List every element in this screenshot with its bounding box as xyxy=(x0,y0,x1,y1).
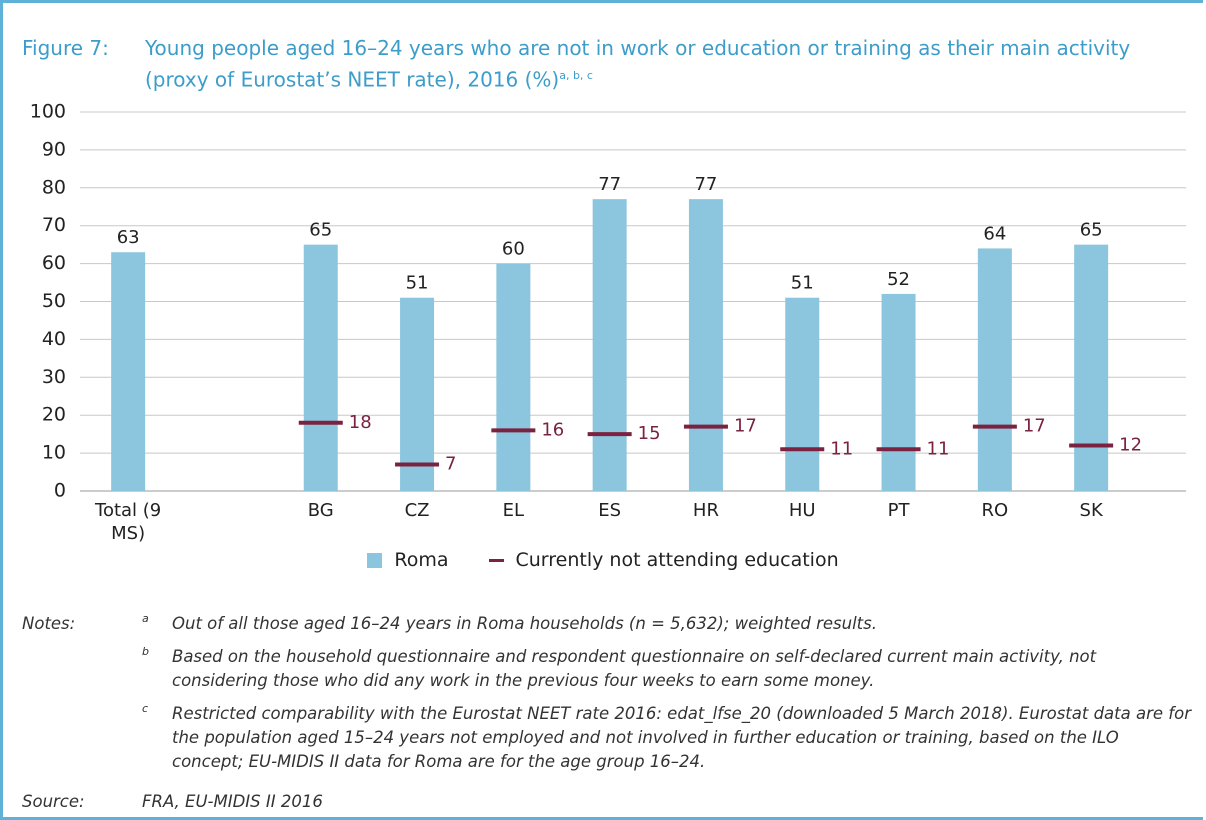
data-label: 17 xyxy=(1023,416,1046,437)
y-tick-label: 20 xyxy=(42,404,66,426)
chart: 0 10 20 30 40 50 60 70 80 90 100 63 65 18 51 7 60 16 77 15 7… xyxy=(30,101,1186,502)
data-label: 64 xyxy=(983,223,1006,244)
note-row: c Restricted comparability with the Euros… xyxy=(22,702,1192,774)
notes-label: Notes: xyxy=(22,614,76,633)
bar xyxy=(688,199,723,492)
note-row: Notes: a Out of all those aged 16–24 years… xyxy=(22,612,1192,636)
data-label: 11 xyxy=(830,438,853,459)
source-label: Source: xyxy=(22,792,85,811)
legend: Roma Currently not attending education xyxy=(0,549,1206,571)
data-label: 52 xyxy=(887,269,910,290)
legend-swatch xyxy=(488,558,504,562)
data-label: 77 xyxy=(598,174,621,195)
x-tick-label: PT xyxy=(887,500,910,521)
source-text: FRA, EU-MIDIS II 2016 xyxy=(142,792,323,811)
data-label: 51 xyxy=(791,273,814,294)
x-tick-label: ES xyxy=(598,500,622,521)
bar xyxy=(881,293,916,491)
y-tick-label: 10 xyxy=(42,442,66,464)
x-tick-label: HU xyxy=(788,500,816,521)
y-tick-label: 0 xyxy=(54,480,66,502)
y-tick-label: 60 xyxy=(42,252,66,274)
y-tick-label: 40 xyxy=(42,328,66,350)
chart-title: Young people aged 16–24 years who are no… xyxy=(145,36,1131,92)
figure-label: Figure 7: xyxy=(22,36,109,60)
source: Source: FRA, EU-MIDIS II 2016 xyxy=(22,790,1192,814)
source-row: Source: FRA, EU-MIDIS II 2016 xyxy=(22,790,1192,814)
data-label: 11 xyxy=(927,438,950,459)
legend-label: Roma xyxy=(394,549,449,571)
y-tick-label: 90 xyxy=(42,138,66,160)
data-label: 7 xyxy=(445,453,456,474)
data-label: 65 xyxy=(1080,220,1103,241)
x-tick-label: CZ xyxy=(404,500,430,521)
bar xyxy=(592,199,627,492)
note-marker: a xyxy=(142,612,149,625)
data-label: 15 xyxy=(638,423,661,444)
x-tick-label: BG xyxy=(307,500,334,521)
note-row: b Based on the household questionnaire an… xyxy=(22,645,1192,693)
data-label: 51 xyxy=(406,273,429,294)
legend-item: Roma xyxy=(367,549,449,571)
data-label: 65 xyxy=(309,220,332,241)
bar xyxy=(303,244,338,491)
bar xyxy=(400,297,435,491)
notes-label xyxy=(22,702,142,774)
data-label: 63 xyxy=(117,227,140,248)
note-marker: b xyxy=(142,645,149,658)
note-marker: c xyxy=(142,702,149,715)
bar xyxy=(785,297,820,491)
chart-title-wrap: Young people aged 16–24 years who are no… xyxy=(145,34,1192,94)
x-tick-label: RO xyxy=(981,500,1009,521)
x-tick-label: Total (9 MS) xyxy=(95,500,162,544)
data-label: 18 xyxy=(349,412,372,433)
bar xyxy=(111,252,146,491)
data-label: 16 xyxy=(541,419,564,440)
y-tick-label: 100 xyxy=(30,101,66,123)
data-label: 17 xyxy=(734,416,757,437)
y-tick-label: 30 xyxy=(42,366,66,388)
bar xyxy=(1074,244,1109,491)
note-text: Out of all those aged 16–24 years in Rom… xyxy=(172,614,877,633)
note-text: Restricted comparability with the Eurost… xyxy=(172,704,1191,771)
x-tick-label: HR xyxy=(692,500,719,521)
data-label: 12 xyxy=(1119,435,1142,456)
y-tick-label: 70 xyxy=(42,214,66,236)
y-tick-label: 80 xyxy=(42,176,66,198)
data-label: 60 xyxy=(502,239,525,260)
notes: Notes: a Out of all those aged 16–24 years… xyxy=(22,612,1192,783)
legend-label: Currently not attending education xyxy=(515,549,839,571)
legend-swatch xyxy=(367,552,383,568)
x-tick-label: SK xyxy=(1079,500,1103,521)
bar xyxy=(496,263,531,491)
bar xyxy=(977,248,1012,491)
title-superscript: a, b, c xyxy=(559,69,593,82)
legend-item: Currently not attending education xyxy=(488,549,839,571)
notes-label xyxy=(22,645,142,693)
note-text: Based on the household questionnaire and… xyxy=(172,647,1097,690)
x-tick-label: EL xyxy=(502,500,525,521)
title-block: Figure 7: Young people aged 16–24 years … xyxy=(22,34,1192,94)
data-label: 77 xyxy=(694,174,717,195)
y-tick-label: 50 xyxy=(42,290,66,312)
